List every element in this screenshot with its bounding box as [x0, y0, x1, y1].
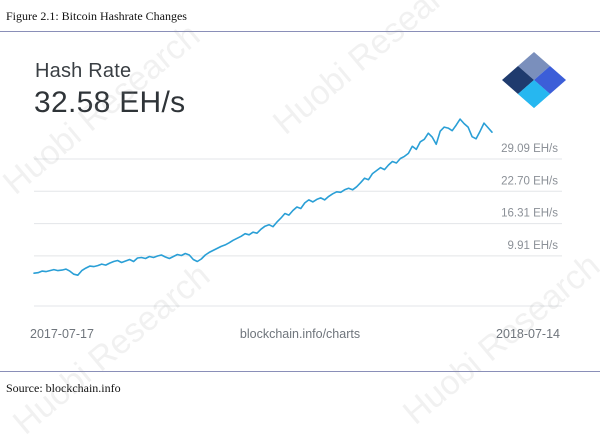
y-tick-label: 22.70 EH/s	[501, 175, 558, 187]
grid-lines	[34, 158, 562, 307]
y-tick-label: 16.31 EH/s	[501, 208, 558, 220]
chart-card: 9.91 EH/s 16.31 EH/s 22.70 EH/s 29.09 EH/s …	[12, 40, 588, 358]
y-tick-label: 29.09 EH/s	[501, 143, 558, 155]
top-divider	[0, 31, 600, 32]
blockchain-logo-icon	[502, 52, 566, 108]
y-axis-tick-labels: 9.91 EH/s 16.31 EH/s 22.70 EH/s 29.09 EH/s	[501, 143, 558, 252]
figure-caption: Figure 2.1: Bitcoin Hashrate Changes	[6, 9, 187, 23]
hash-rate-chart: 9.91 EH/s16.31 EH/s22.70 EH/s29.09 EH/s …	[30, 118, 562, 341]
source-note: Source: blockchain.info	[6, 381, 121, 395]
hash-rate-series-line	[33, 118, 493, 276]
chart-title: Hash Rate	[35, 60, 132, 82]
x-axis-end-label: 2018-07-14	[496, 327, 560, 341]
bottom-divider	[0, 371, 600, 372]
current-hash-rate-value: 32.58 EH/s	[34, 86, 186, 119]
x-axis-start-label: 2017-07-17	[30, 327, 94, 341]
y-tick-label: 9.91 EH/s	[508, 240, 559, 252]
source-link-label[interactable]: blockchain.info/charts	[240, 327, 360, 341]
